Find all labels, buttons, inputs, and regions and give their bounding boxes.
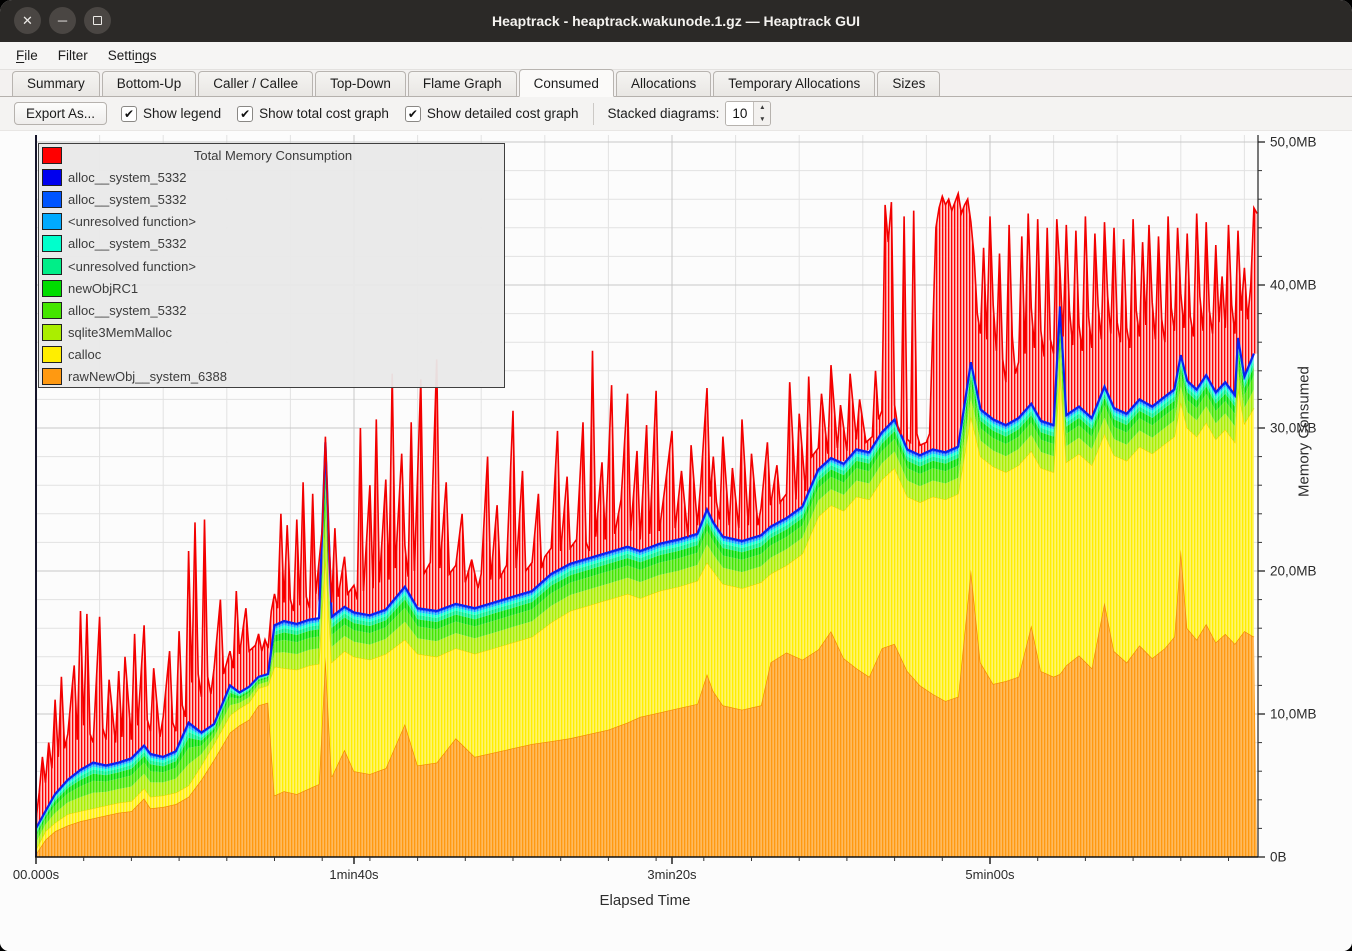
tab-bottom-up[interactable]: Bottom-Up bbox=[102, 71, 197, 96]
legend-item: sqlite3MemMalloc bbox=[39, 322, 504, 344]
app-window: ✕ ─ Heaptrack - heaptrack.wakunode.1.gz … bbox=[0, 0, 1352, 951]
checkmark-icon: ✔ bbox=[237, 106, 253, 122]
close-button[interactable]: ✕ bbox=[14, 7, 41, 34]
legend-item: alloc__system_5332 bbox=[39, 233, 504, 255]
legend-label: alloc__system_5332 bbox=[68, 170, 187, 185]
maximize-icon bbox=[93, 16, 102, 25]
legend-item: rawNewObj__system_6388 bbox=[39, 366, 504, 388]
spinner-up-icon[interactable]: ▲ bbox=[754, 102, 770, 114]
legend-item: calloc bbox=[39, 344, 504, 366]
checkbox-show-legend[interactable]: ✔ Show legend bbox=[121, 106, 221, 122]
x-axis-title: Elapsed Time bbox=[0, 892, 1290, 909]
checkbox-show-total-cost-graph[interactable]: ✔ Show total cost graph bbox=[237, 106, 389, 122]
legend-swatch bbox=[42, 324, 62, 341]
checkbox-show-detailed-cost-graph[interactable]: ✔ Show detailed cost graph bbox=[405, 106, 579, 122]
legend-label: alloc__system_5332 bbox=[68, 236, 187, 251]
x-tick-label: 5min00s bbox=[965, 867, 1015, 882]
x-tick-label: 00.000s bbox=[13, 867, 60, 882]
close-icon: ✕ bbox=[22, 14, 33, 27]
window-title: Heaptrack - heaptrack.wakunode.1.gz — He… bbox=[492, 13, 860, 29]
checkmark-icon: ✔ bbox=[405, 106, 421, 122]
tab-sizes[interactable]: Sizes bbox=[877, 71, 940, 96]
y-tick-label: 40,0MB bbox=[1270, 278, 1317, 293]
tab-bar: SummaryBottom-UpCaller / CalleeTop-DownF… bbox=[0, 70, 1352, 97]
minimize-icon: ─ bbox=[58, 14, 67, 27]
legend-swatch bbox=[42, 147, 62, 164]
tab-summary[interactable]: Summary bbox=[12, 71, 100, 96]
x-tick-label: 1min40s bbox=[329, 867, 379, 882]
checkbox-label: Show legend bbox=[143, 106, 221, 121]
y-tick-label: 10,0MB bbox=[1270, 707, 1317, 722]
legend-label: calloc bbox=[68, 347, 101, 362]
legend-label: Total Memory Consumption bbox=[68, 148, 478, 163]
y-tick-label: 0B bbox=[1270, 850, 1287, 865]
legend-label: sqlite3MemMalloc bbox=[68, 325, 172, 340]
title-bar: ✕ ─ Heaptrack - heaptrack.wakunode.1.gz … bbox=[0, 0, 1352, 42]
legend-label: <unresolved function> bbox=[68, 259, 196, 274]
tab-flame-graph[interactable]: Flame Graph bbox=[408, 71, 517, 96]
chart-legend[interactable]: Total Memory Consumption alloc__system_53… bbox=[38, 143, 505, 388]
legend-swatch bbox=[42, 191, 62, 208]
export-as-button[interactable]: Export As... bbox=[14, 102, 107, 125]
legend-swatch bbox=[42, 346, 62, 363]
menu-file[interactable]: File bbox=[6, 45, 48, 66]
legend-title-row: Total Memory Consumption bbox=[39, 144, 504, 166]
stacked-diagrams-label: Stacked diagrams: bbox=[608, 106, 720, 121]
maximize-button[interactable] bbox=[84, 7, 111, 34]
legend-item: <unresolved function> bbox=[39, 211, 504, 233]
tab-consumed[interactable]: Consumed bbox=[519, 69, 614, 97]
checkmark-icon: ✔ bbox=[121, 106, 137, 122]
toolbar-separator bbox=[593, 103, 594, 125]
legend-label: alloc__system_5332 bbox=[68, 192, 187, 207]
legend-item: newObjRC1 bbox=[39, 277, 504, 299]
legend-swatch bbox=[42, 213, 62, 230]
legend-item: alloc__system_5332 bbox=[39, 299, 504, 321]
legend-label: rawNewObj__system_6388 bbox=[68, 369, 227, 384]
menu-bar: FileFilterSettings bbox=[0, 42, 1352, 70]
toolbar: Export As... ✔ Show legend ✔ Show total cos… bbox=[0, 97, 1352, 131]
tab-temporary-allocations[interactable]: Temporary Allocations bbox=[713, 71, 875, 96]
tab-top-down[interactable]: Top-Down bbox=[315, 71, 406, 96]
menu-filter[interactable]: Filter bbox=[48, 45, 98, 66]
legend-label: alloc__system_5332 bbox=[68, 303, 187, 318]
legend-swatch bbox=[42, 280, 62, 297]
menu-settings[interactable]: Settings bbox=[98, 45, 167, 66]
y-tick-label: 20,0MB bbox=[1270, 564, 1317, 579]
x-tick-label: 3min20s bbox=[647, 867, 697, 882]
y-tick-label: 50,0MB bbox=[1270, 135, 1317, 150]
tab-caller-callee[interactable]: Caller / Callee bbox=[198, 71, 313, 96]
legend-swatch bbox=[42, 368, 62, 385]
tab-allocations[interactable]: Allocations bbox=[616, 71, 711, 96]
checkbox-label: Show total cost graph bbox=[259, 106, 389, 121]
spinner-down-icon[interactable]: ▼ bbox=[754, 114, 770, 126]
legend-swatch bbox=[42, 169, 62, 186]
legend-swatch bbox=[42, 235, 62, 252]
legend-label: <unresolved function> bbox=[68, 214, 196, 229]
legend-label: newObjRC1 bbox=[68, 281, 138, 296]
legend-swatch bbox=[42, 302, 62, 319]
checkbox-label: Show detailed cost graph bbox=[427, 106, 579, 121]
legend-swatch bbox=[42, 258, 62, 275]
legend-item: <unresolved function> bbox=[39, 255, 504, 277]
stacked-diagrams-value[interactable]: 10 bbox=[726, 102, 753, 125]
legend-item: alloc__system_5332 bbox=[39, 166, 504, 188]
stacked-diagrams-spinner[interactable]: 10 ▲ ▼ bbox=[725, 101, 771, 126]
minimize-button[interactable]: ─ bbox=[49, 7, 76, 34]
legend-item: alloc__system_5332 bbox=[39, 188, 504, 210]
